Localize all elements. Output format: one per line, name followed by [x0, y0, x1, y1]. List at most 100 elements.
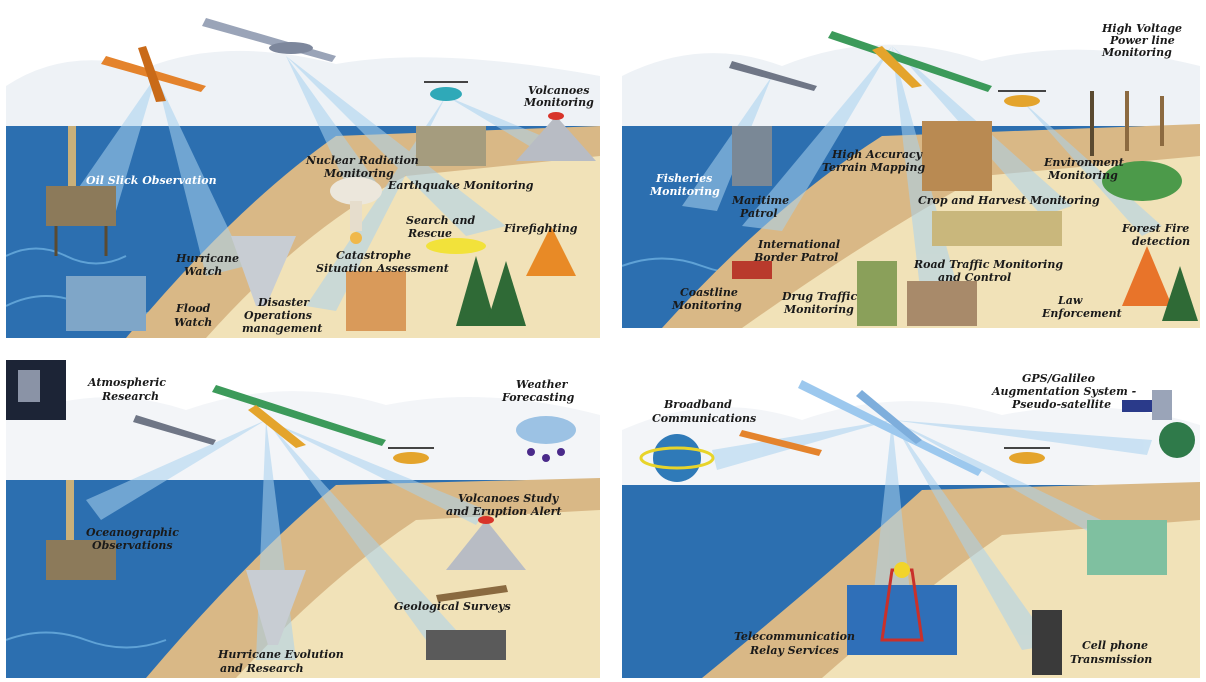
volcano-icon	[446, 516, 526, 570]
label-environment-1: Environment	[1043, 156, 1124, 169]
label-nuclear-2: Monitoring	[323, 167, 394, 180]
label-terrain-1: High Accuracy	[831, 148, 924, 161]
sensor-beams	[712, 420, 1152, 650]
label-hurricane-evo-2: and Research	[220, 662, 304, 675]
helicopter-icon	[1004, 447, 1050, 464]
label-weather-2: Forecasting	[501, 391, 575, 404]
label-hurricane-2: Watch	[184, 265, 222, 278]
label-fisheries-2: Monitoring	[649, 185, 720, 198]
label-telecom-2: Relay Services	[749, 644, 839, 657]
label-oil-slick: Oil Slick Observation	[86, 174, 217, 187]
label-coastline-1: Coastline	[680, 286, 738, 299]
label-volcano-study-1: Volcanoes Study	[458, 492, 560, 505]
label-gps-1: GPS/Galileo	[1022, 372, 1095, 385]
relay-tower-icon	[847, 562, 957, 655]
pseudo-satellite-aircraft-icon	[798, 380, 982, 476]
volcano-icon	[516, 112, 596, 161]
label-disaster-1: Disaster	[257, 296, 310, 309]
label-maritime-1: Maritime	[731, 194, 789, 207]
panel-communications: Broadband Communications GPS/Galileo Aug…	[622, 360, 1200, 678]
label-law-1: Law	[1057, 294, 1083, 307]
label-telecom-1: Telecommunication	[734, 630, 855, 643]
label-border-2: Border Patrol	[753, 251, 838, 264]
panel-surveillance-scene: High Voltage Power line Monitoring Fishe…	[622, 6, 1200, 328]
mushroom-cloud-icon	[330, 177, 382, 244]
label-catastrophe-1: Catastrophe	[336, 249, 411, 262]
flood-wave-icon	[66, 276, 146, 331]
broadband-globe-icon	[639, 434, 715, 482]
sensor-beams	[66, 56, 566, 311]
panel-communications-scene: Broadband Communications GPS/Galileo Aug…	[622, 360, 1200, 678]
label-law-2: Enforcement	[1041, 307, 1122, 320]
label-road-traffic-1: Road Traffic Monitoring	[913, 258, 1063, 271]
forest-fire-icon	[456, 226, 576, 326]
power-line-icon	[1090, 91, 1164, 156]
label-high-voltage-3: Monitoring	[1101, 46, 1172, 59]
label-atmospheric-2: Research	[101, 390, 159, 403]
label-terrain-2: Terrain Mapping	[822, 161, 926, 174]
helicopter-icon	[998, 90, 1046, 107]
label-search-1: Search and	[406, 214, 476, 227]
label-road-traffic-2: and Control	[938, 271, 1011, 284]
helicopter-icon	[424, 81, 468, 101]
tornado-icon	[246, 570, 306, 645]
label-nuclear-1: Nuclear Radiation	[305, 154, 419, 167]
label-gps-3: Pseudo-satellite	[1011, 398, 1111, 411]
tornado-icon	[231, 236, 296, 306]
label-ocean-1: Oceanographic	[86, 526, 179, 539]
label-environment-2: Monitoring	[1047, 169, 1118, 182]
label-earthquake: Earthquake Monitoring	[387, 179, 534, 192]
panel-civil-security-scene: Oil Slick Observation Nuclear Radiation …	[6, 6, 600, 338]
label-flood-1: Flood	[175, 302, 211, 315]
uav-gray-icon	[202, 18, 336, 62]
oil-pump-icon	[426, 585, 508, 660]
label-high-voltage-1: High Voltage	[1101, 22, 1182, 35]
label-broadband-1: Broadband	[663, 398, 732, 411]
label-fisheries-1: Fisheries	[655, 172, 712, 185]
helicopter-icon	[388, 447, 434, 464]
rain-cloud-icon	[516, 416, 576, 462]
house-icon	[907, 281, 977, 326]
label-cellphone-1: Cell phone	[1082, 639, 1148, 652]
panel-earth-science-scene: Atmospheric Research Weather Forecasting…	[6, 360, 600, 678]
terrain-cube-icon	[922, 121, 992, 191]
label-drug-2: Monitoring	[783, 303, 854, 316]
airliner-uav-icon	[828, 31, 992, 92]
patrol-ship-icon	[732, 126, 772, 186]
oil-platform-icon	[46, 480, 116, 580]
label-crop: Crop and Harvest Monitoring	[918, 194, 1100, 207]
label-disaster-2: Operations	[244, 309, 312, 322]
label-firefighting: Firefighting	[503, 222, 578, 235]
globe-icon	[1159, 422, 1195, 458]
environment-dome-icon	[1102, 161, 1182, 201]
label-atmospheric-1: Atmospheric	[87, 376, 166, 389]
satellite-icon	[1122, 390, 1172, 420]
panel-surveillance: High Voltage Power line Monitoring Fishe…	[622, 6, 1200, 328]
label-volcano-study-2: and Eruption Alert	[446, 505, 562, 518]
label-hurricane-1: Hurricane	[175, 252, 239, 265]
label-ocean-2: Observations	[92, 539, 173, 552]
forest-fire-icon	[1122, 246, 1198, 321]
label-high-voltage-2: Power line	[1109, 34, 1175, 47]
rescue-raft-icon	[426, 238, 486, 254]
label-coastline-2: Monitoring	[671, 299, 742, 312]
earthquake-map-icon	[416, 126, 486, 166]
panel-civil-security: Oil Slick Observation Nuclear Radiation …	[6, 6, 600, 338]
label-geological: Geological Surveys	[394, 600, 511, 613]
label-forest-fire-1: Forest Fire	[1121, 222, 1189, 235]
label-cellphone-2: Transmission	[1070, 653, 1152, 666]
label-volcanoes-1: Volcanoes	[528, 84, 589, 97]
officers-icon	[857, 261, 897, 326]
truck-icon	[732, 261, 772, 279]
label-hurricane-evo-1: Hurricane Evolution	[217, 648, 344, 661]
uav-orange-icon	[101, 46, 206, 102]
uav-orange-icon	[739, 430, 822, 456]
uav-gray-icon	[133, 415, 216, 445]
label-search-2: Rescue	[407, 227, 452, 240]
assessment-photo-icon	[346, 271, 406, 331]
label-drug-1: Drug Traffic	[781, 290, 857, 303]
city-dish-icon	[1087, 520, 1167, 575]
crop-field-icon	[932, 211, 1062, 246]
label-gps-2: Augmentation System -	[991, 385, 1137, 398]
label-catastrophe-2: Situation Assessment	[316, 262, 449, 275]
